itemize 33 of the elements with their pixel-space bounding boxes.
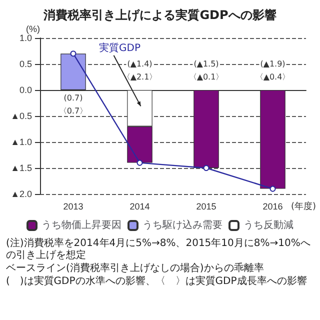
annotation: (0.7): [64, 94, 83, 102]
chart-title: 消費税率引き上げによる実質GDPへの影響: [42, 8, 276, 22]
y-tick-label: ▲2.0: [10, 189, 32, 199]
point: [270, 186, 276, 192]
annotation: 〈0.7〉: [58, 106, 88, 116]
text: 実質GDP: [99, 42, 140, 54]
x-tick-label: 2015: [196, 202, 216, 212]
y-tick-label: 0.5: [19, 59, 32, 69]
point: [70, 50, 76, 57]
text: ベースライン(消費税率引き上げなしの場合)からの乖離率: [6, 263, 265, 275]
legend-label: うち物価上昇要因: [42, 219, 122, 231]
annotation: 〈▲0.1〉: [188, 72, 224, 82]
legend-label: うち反動減: [244, 219, 294, 231]
y-tick-label: 1.0: [19, 33, 32, 43]
legend-label: うち駆け込み需要: [142, 219, 222, 231]
x-tick-label: 2016: [262, 202, 283, 212]
y-tick-label: ▲0.5: [10, 111, 32, 121]
y-tick-label: ▲1.0: [10, 137, 32, 147]
x-axis-title: (年度): [290, 201, 316, 212]
annotation: (▲1.4): [127, 60, 152, 68]
point: [203, 165, 210, 171]
y-tick-label: ▲1.5: [10, 163, 32, 173]
y-tick-label: 0.0: [19, 85, 32, 95]
annotation: (▲1.9): [260, 60, 286, 68]
point: [136, 160, 143, 166]
annotation: 〈▲2.1〉: [122, 72, 158, 82]
text: ( )は実質GDPの水準への影響、〈 〉は実質GDP成長率への影響: [6, 276, 308, 288]
x-tick-label: 2013: [63, 202, 84, 212]
text: (注)消費税率を2014年4月に5%→8%、2015年10月に8%→10%への引き上げを想定: [6, 238, 312, 262]
x-tick-label: 2014: [130, 202, 150, 212]
annotation: 〈▲0.4〉: [255, 72, 290, 82]
y-axis-title: (%): [26, 24, 40, 34]
annotation: (▲1.5): [194, 60, 219, 68]
